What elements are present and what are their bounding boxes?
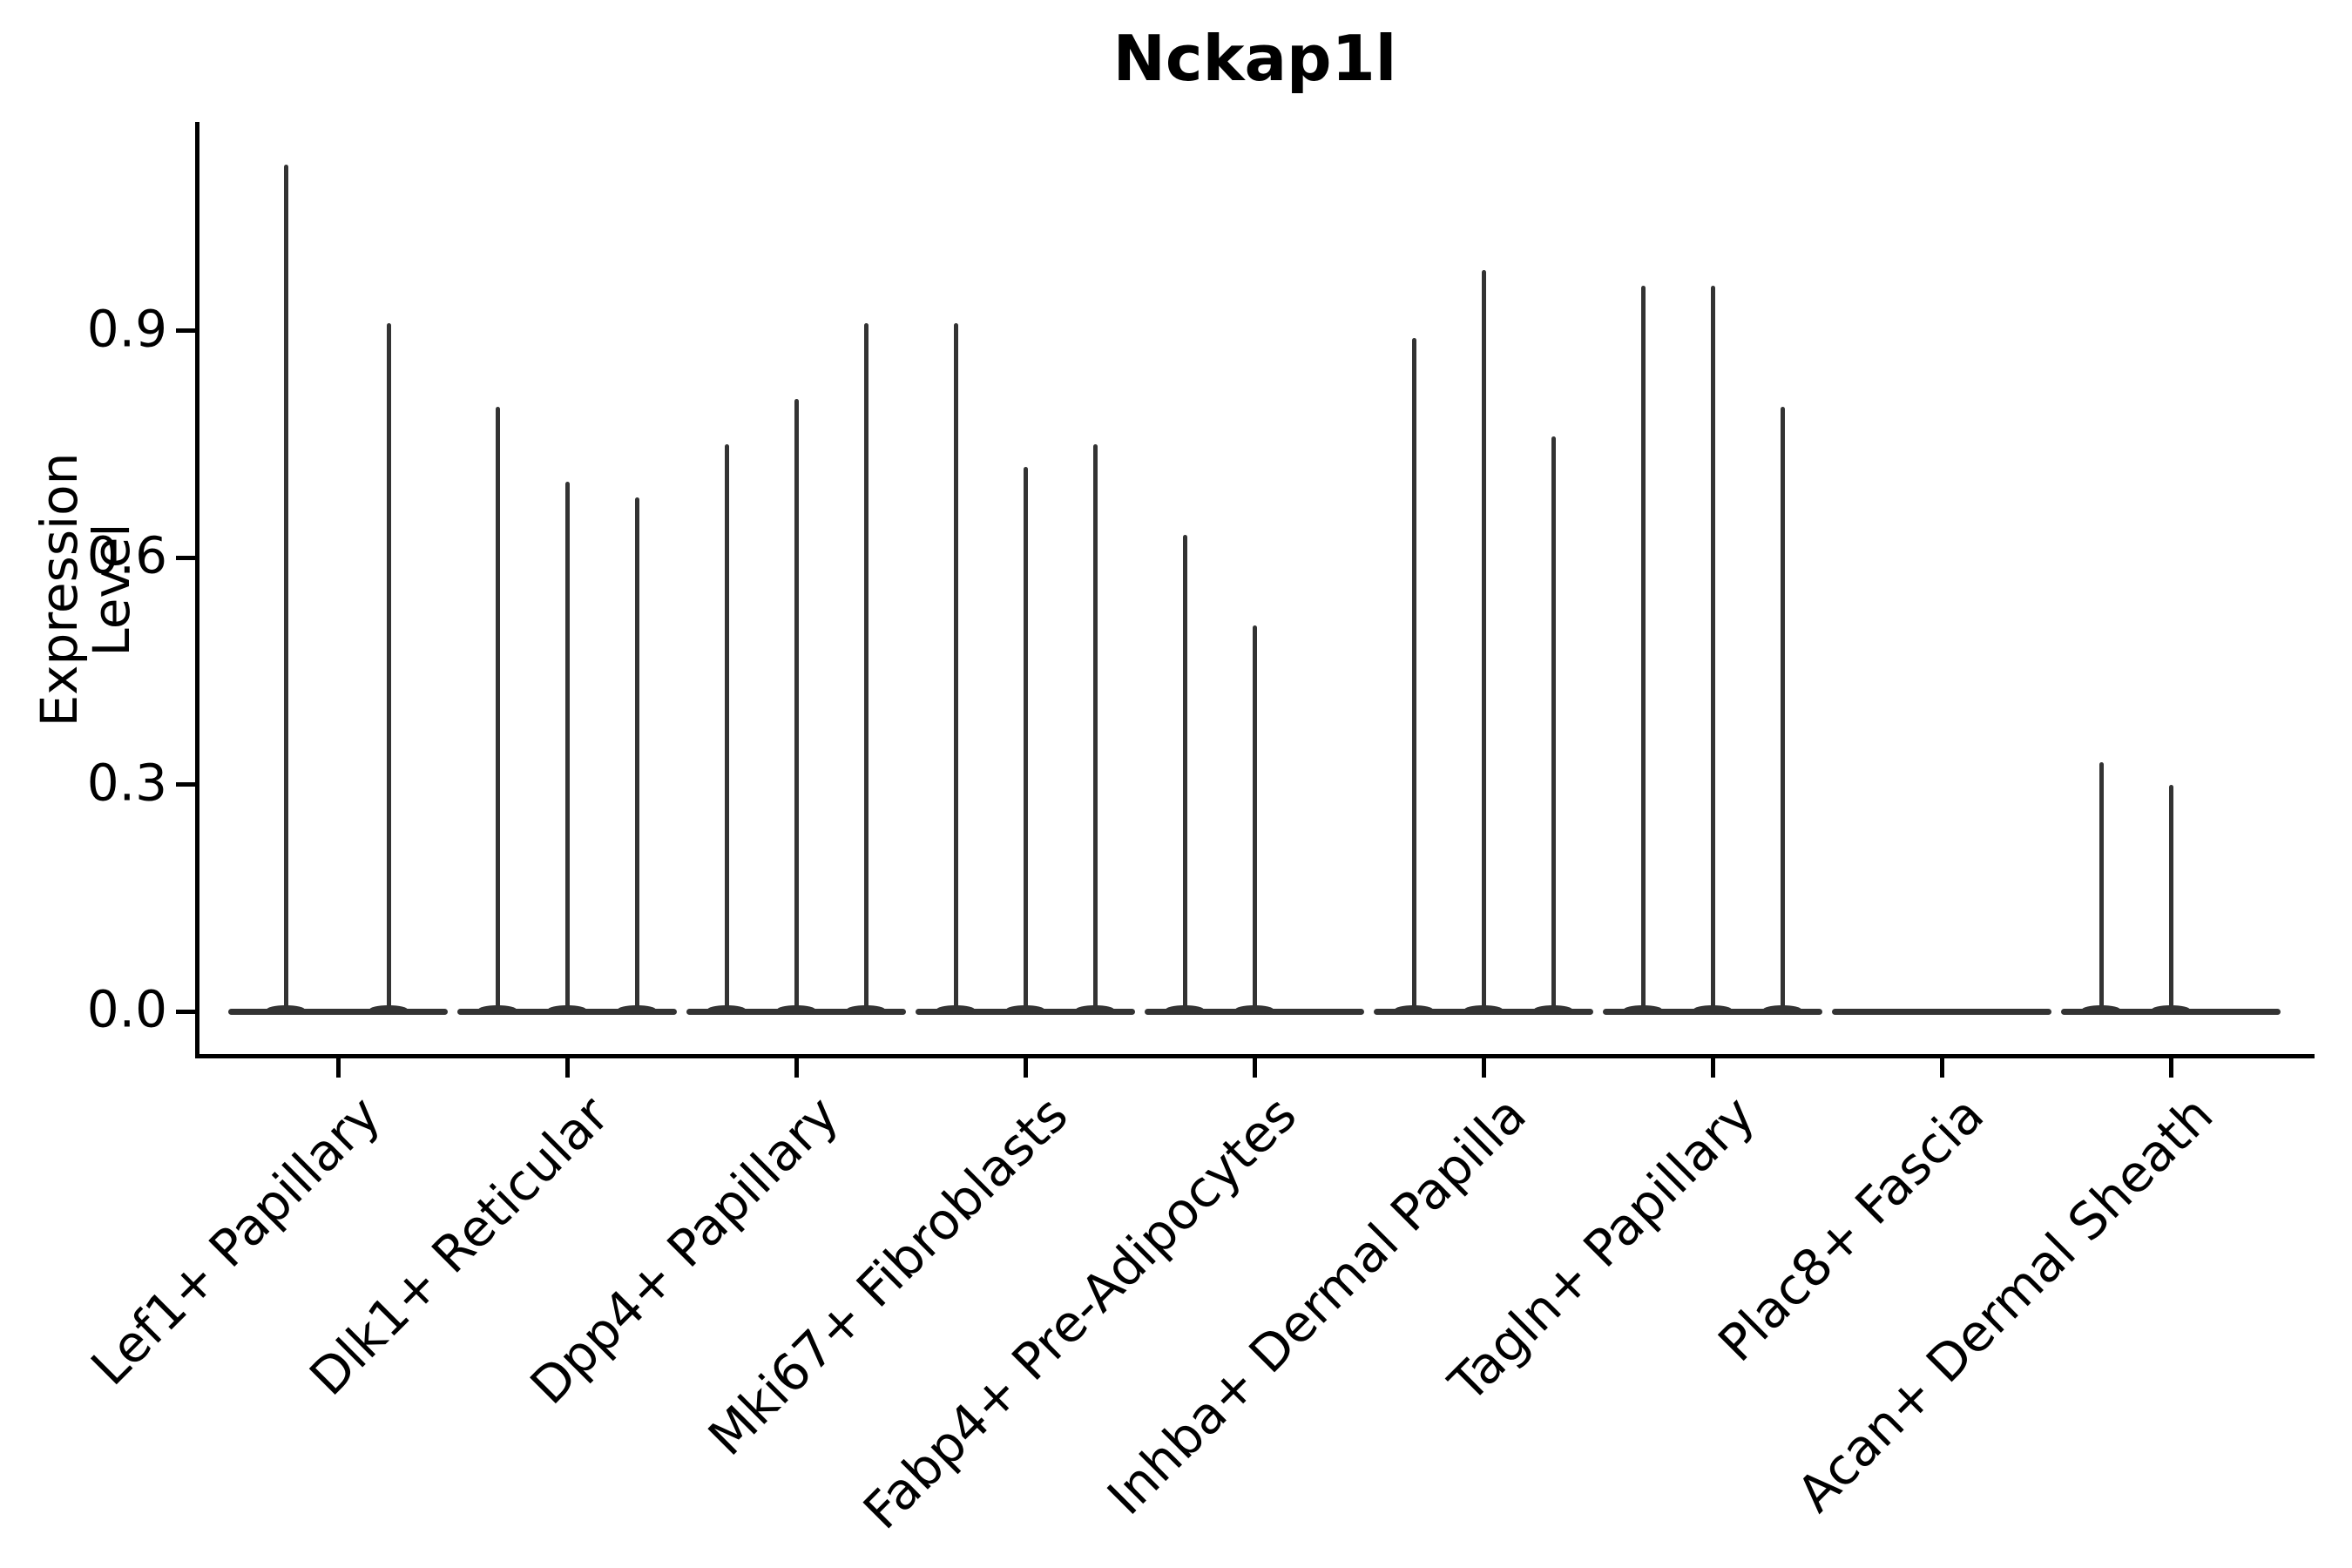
x-tick-mark [1252, 1058, 1257, 1078]
violin-spike [634, 497, 639, 1011]
x-tick-label: Inhba+ Dermal Papilla [1095, 1085, 1538, 1526]
violin-spike [2099, 761, 2104, 1011]
x-tick-mark [794, 1058, 799, 1078]
y-axis-label: Expression Level [30, 452, 141, 727]
violin-spike [1252, 625, 1257, 1011]
violin-spike [1182, 535, 1187, 1011]
violin-spike [1780, 406, 1785, 1011]
y-tick-mark [176, 782, 195, 787]
violin-spike [794, 398, 799, 1011]
violin-spike [953, 323, 958, 1011]
violin-spike [495, 406, 500, 1011]
x-tick-mark [1481, 1058, 1486, 1078]
violin-spike [1023, 467, 1028, 1011]
violin-spike [386, 323, 391, 1011]
x-tick-mark [564, 1058, 570, 1078]
violin-spike [564, 482, 570, 1011]
y-tick-mark [176, 328, 195, 334]
y-tick-label: 0.6 [86, 525, 167, 585]
y-axis-spine [195, 122, 199, 1058]
x-tick-mark [2168, 1058, 2173, 1078]
y-tick-label: 0.0 [86, 979, 167, 1039]
x-axis-spine [195, 1054, 2315, 1058]
violin-spike [283, 164, 288, 1011]
violin-spike [1710, 285, 1715, 1011]
x-tick-mark [1939, 1058, 1944, 1078]
x-tick-label: Fabp4+ Pre-Adipocytes [852, 1085, 1308, 1541]
y-tick-label: 0.3 [86, 753, 167, 813]
violin-spike [1640, 285, 1646, 1011]
chart-title: Nckap1l [1112, 22, 1397, 95]
violin-spike [1411, 338, 1416, 1011]
y-tick-label: 0.9 [86, 299, 167, 359]
violin-spike [2168, 784, 2173, 1011]
violin-spike [1551, 436, 1556, 1011]
x-tick-label: Acan+ Dermal Sheath [1785, 1085, 2225, 1524]
violin-spike [1481, 270, 1486, 1011]
y-tick-mark [176, 555, 195, 560]
x-tick-mark [335, 1058, 341, 1078]
violin-baseline [228, 1008, 448, 1015]
violin-spike [863, 323, 868, 1011]
y-tick-mark [176, 1009, 195, 1014]
violin-spike [1092, 444, 1098, 1011]
x-tick-mark [1710, 1058, 1715, 1078]
x-tick-mark [1023, 1058, 1028, 1078]
violin-baseline [1832, 1008, 2051, 1015]
violin-spike [724, 444, 729, 1011]
